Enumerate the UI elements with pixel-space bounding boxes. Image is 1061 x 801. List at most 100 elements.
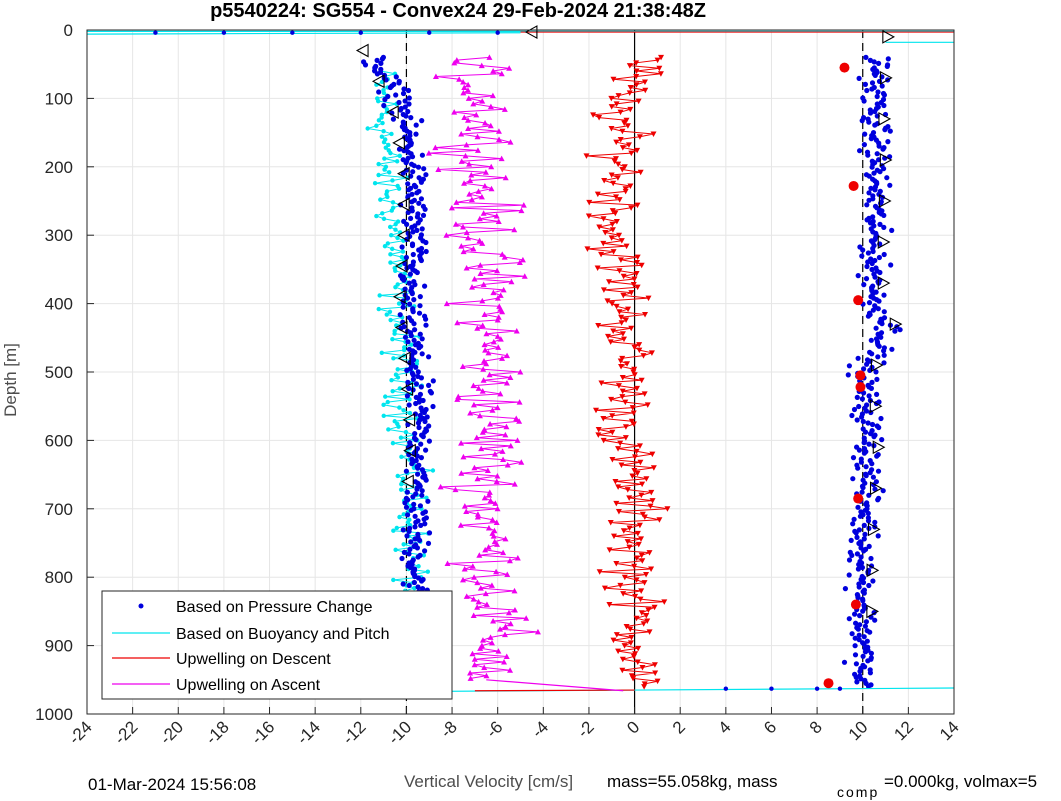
descent-upwelling-marker	[617, 136, 624, 143]
ascent-upwelling-marker	[500, 456, 507, 463]
ascent-upwelling-marker	[482, 347, 489, 353]
ascent-upwelling-marker	[465, 234, 472, 241]
ascent-upwelling-marker	[495, 218, 502, 225]
x-tick-label: -4	[528, 717, 552, 741]
descent-triangle-marker	[400, 382, 414, 397]
pressure-point	[408, 507, 414, 513]
pressure-point	[877, 169, 883, 175]
pressure-point	[414, 190, 420, 196]
ascent-upwelling-marker	[459, 363, 466, 370]
ascent-upwelling-marker	[520, 202, 527, 208]
pressure-point	[849, 412, 855, 419]
buoyancy-descent-marker	[380, 120, 385, 126]
descent-upwelling-marker	[617, 440, 624, 447]
descent-upwelling-marker	[594, 265, 601, 272]
descent-upwelling-marker	[628, 325, 635, 332]
ascent-upwelling-marker	[519, 256, 526, 263]
pressure-point	[423, 316, 429, 322]
pressure-point	[404, 533, 410, 539]
pressure-point	[407, 301, 413, 307]
pressure-point	[854, 679, 860, 685]
pressure-point	[400, 527, 406, 533]
descent-upwelling-marker	[615, 484, 622, 490]
ascent-upwelling-marker	[495, 128, 502, 134]
ascent-upwelling-marker	[443, 300, 450, 307]
descent-upwelling-marker	[613, 219, 620, 225]
ascent-upwelling-marker	[494, 317, 501, 323]
pressure-point	[854, 417, 860, 423]
pressure-point	[869, 351, 875, 357]
x-tick-label: -14	[293, 717, 324, 748]
ascent-upwelling-marker	[460, 248, 467, 255]
pressure-point	[409, 224, 415, 230]
footer-date: 01-Mar-2024 15:56:08	[88, 775, 256, 794]
ascent-upwelling-marker	[513, 415, 520, 422]
pressure-point	[413, 364, 419, 370]
pressure-point	[871, 434, 877, 440]
pressure-point	[406, 95, 412, 101]
pressure-point	[866, 173, 872, 179]
pressure-point	[378, 60, 384, 66]
x-tick-label: 6	[760, 717, 780, 737]
pressure-point	[410, 372, 416, 378]
pressure-point	[400, 90, 407, 97]
descent-upwelling-marker	[611, 158, 618, 165]
ascent-upwelling-marker	[498, 155, 505, 162]
pressure-point	[852, 643, 858, 649]
descent-upwelling-marker	[648, 566, 655, 572]
pressure-point	[866, 441, 872, 447]
descent-upwelling-marker	[650, 131, 657, 137]
pressure-point	[393, 92, 399, 98]
pressure-point	[415, 584, 421, 590]
buoyancy-descent-marker	[390, 440, 396, 446]
descent-upwelling-marker	[610, 76, 617, 83]
x-tick-label: -12	[339, 717, 370, 748]
pressure-point	[405, 339, 411, 345]
x-tick-label: -16	[248, 717, 279, 748]
pressure-point	[876, 298, 882, 304]
pressure-point	[412, 524, 418, 530]
pressure-point	[858, 554, 864, 560]
buoyancy-descent-marker	[397, 153, 402, 159]
pressure-point	[399, 244, 405, 250]
descent-upwelling-marker	[618, 314, 625, 321]
pressure-point	[870, 474, 877, 480]
y-axis-label: Depth [m]	[1, 343, 20, 417]
ascent-upwelling-marker	[517, 369, 524, 375]
descent-upwelling-marker	[608, 95, 615, 102]
buoyancy-descent-marker	[387, 309, 393, 315]
ascent-upwelling-marker	[483, 672, 490, 679]
pressure-point	[850, 476, 856, 482]
ascent-upwelling-marker	[481, 494, 488, 501]
ascent-upwelling-marker	[454, 319, 461, 326]
descent-upwelling-marker	[645, 607, 652, 614]
pressure-point	[865, 313, 872, 319]
pressure-point	[881, 212, 887, 218]
ascent-upwelling-marker	[501, 106, 508, 112]
ascent-triangle-marker	[866, 604, 880, 619]
bottom-pressure-point	[814, 686, 820, 691]
descent-upwelling-marker	[613, 561, 620, 567]
x-axis-label: Vertical Velocity [cm/s]	[404, 772, 573, 791]
descent-upwelling-marker	[648, 350, 655, 356]
descent-upwelling-marker	[606, 602, 613, 608]
ascent-upwelling-marker	[463, 593, 470, 599]
descent-upwelling-marker	[651, 662, 658, 668]
buoyancy-descent-marker	[382, 156, 387, 161]
buoyancy-descent-marker	[372, 181, 378, 186]
pressure-point	[865, 152, 871, 158]
descent-upwelling-marker	[638, 552, 645, 559]
descent-upwelling-marker	[644, 402, 651, 408]
pressure-point	[410, 309, 416, 315]
ascent-upwelling-marker	[504, 571, 511, 577]
pressure-point	[414, 269, 420, 276]
pressure-point	[888, 262, 894, 268]
ascent-upwelling-marker	[521, 273, 528, 279]
pressure-point	[885, 139, 891, 145]
descent-upwelling-marker	[614, 175, 621, 181]
ascent-upwelling-marker	[493, 478, 500, 484]
ascent-upwelling-marker	[457, 522, 464, 528]
ascent-triangle-marker	[870, 358, 884, 373]
descent-upwelling-marker	[586, 199, 593, 206]
